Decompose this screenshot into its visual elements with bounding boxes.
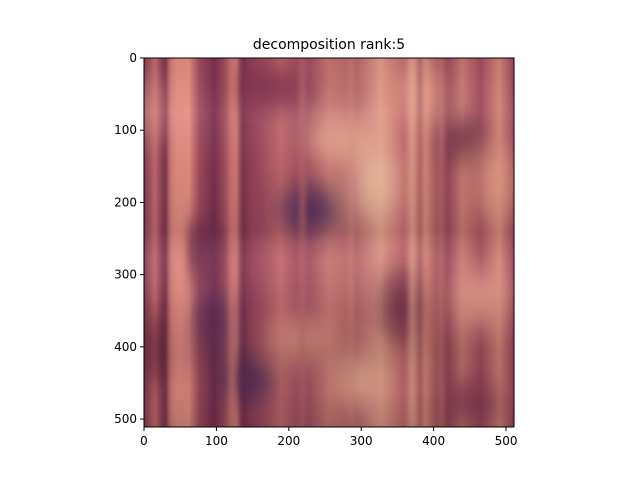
y-tick-label: 500	[114, 412, 137, 426]
x-tick-label: 0	[140, 434, 148, 448]
y-tick-label: 100	[114, 123, 137, 137]
x-tick-label: 200	[277, 434, 300, 448]
heatmap-image	[144, 58, 514, 427]
y-tick-label: 200	[114, 195, 137, 209]
plot-frame	[143, 57, 515, 428]
x-tick-label: 300	[350, 434, 373, 448]
y-tick-label: 0	[129, 51, 137, 65]
y-tick-label: 400	[114, 340, 137, 354]
y-axis: 0 100 200 300 400 500	[114, 51, 144, 426]
x-tick-label: 400	[422, 434, 445, 448]
y-tick-label: 300	[114, 268, 137, 282]
x-axis: 0 100 200 300 400 500	[140, 427, 517, 448]
chart-title: decomposition rank:5	[253, 37, 405, 53]
x-tick-label: 100	[205, 434, 228, 448]
x-tick-label: 500	[495, 434, 518, 448]
